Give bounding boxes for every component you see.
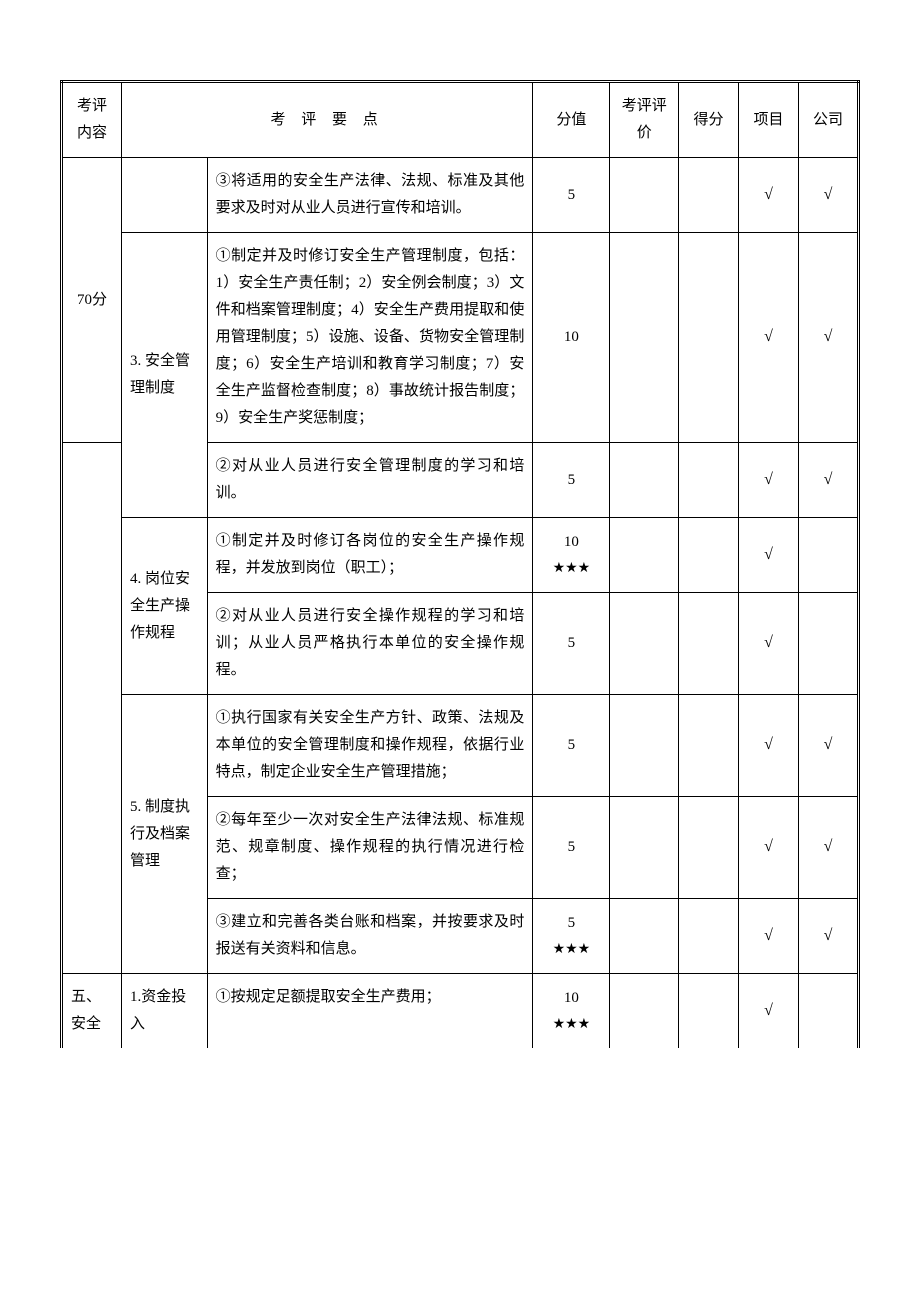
table-row: 5. 制度执行及档案管理 ①执行国家有关安全生产方针、政策、法规及本单位的安全管…	[62, 695, 859, 797]
point-text: ②对从业人员进行安全操作规程的学习和培训；从业人员严格执行本单位的安全操作规程。	[207, 593, 533, 695]
point-text: ①执行国家有关安全生产方针、政策、法规及本单位的安全管理制度和操作规程，依据行业…	[207, 695, 533, 797]
defen-cell	[679, 974, 739, 1049]
header-defen: 得分	[679, 82, 739, 158]
project-check: √	[738, 158, 798, 233]
point-text: ①制定并及时修订安全生产管理制度，包括：1）安全生产责任制；2）安全例会制度；3…	[207, 233, 533, 443]
defen-cell	[679, 899, 739, 974]
eval-cell	[610, 695, 679, 797]
header-content: 考评内容	[62, 82, 122, 158]
score-cell: 5	[533, 158, 610, 233]
sub-label: 5. 制度执行及档案管理	[121, 695, 207, 974]
project-check: √	[738, 695, 798, 797]
point-text: ③建立和完善各类台账和档案，并按要求及时报送有关资料和信息。	[207, 899, 533, 974]
section-label-line2: 安全	[71, 1011, 113, 1038]
section-spacer	[62, 443, 122, 974]
header-row: 考评内容 考 评 要 点 分值 考评评价 得分 项目 公司	[62, 82, 859, 158]
header-eval: 考评评价	[610, 82, 679, 158]
score-value: 10	[541, 985, 601, 1012]
project-check: √	[738, 797, 798, 899]
defen-cell	[679, 443, 739, 518]
score-cell: 10 ★★★	[533, 974, 610, 1049]
company-cell	[798, 974, 858, 1049]
table-row: 4. 岗位安全生产操作规程 ①制定并及时修订各岗位的安全生产操作规程，并发放到岗…	[62, 518, 859, 593]
company-check: √	[798, 797, 858, 899]
eval-cell	[610, 593, 679, 695]
defen-cell	[679, 518, 739, 593]
eval-cell	[610, 899, 679, 974]
score-cell: 5 ★★★	[533, 899, 610, 974]
company-check: √	[798, 443, 858, 518]
company-cell	[798, 518, 858, 593]
defen-cell	[679, 797, 739, 899]
project-check: √	[738, 233, 798, 443]
project-check: √	[738, 518, 798, 593]
company-check: √	[798, 158, 858, 233]
defen-cell	[679, 233, 739, 443]
header-score: 分值	[533, 82, 610, 158]
company-cell	[798, 593, 858, 695]
score-cell: 10	[533, 233, 610, 443]
sub-label: 1.资金投入	[121, 974, 207, 1049]
score-cell: 5	[533, 443, 610, 518]
point-text: ③将适用的安全生产法律、法规、标准及其他要求及时对从业人员进行宣传和培训。	[207, 158, 533, 233]
header-points: 考 评 要 点	[121, 82, 532, 158]
project-check: √	[738, 974, 798, 1049]
sub-label: 3. 安全管理制度	[121, 233, 207, 518]
point-text: ②每年至少一次对安全生产法律法规、标准规范、规章制度、操作规程的执行情况进行检查…	[207, 797, 533, 899]
evaluation-table: 考评内容 考 评 要 点 分值 考评评价 得分 项目 公司 70分 ③将适用的安…	[60, 80, 860, 1048]
section-label-line1: 五、	[71, 984, 113, 1011]
score-value: 5	[541, 910, 601, 937]
table-row: 3. 安全管理制度 ①制定并及时修订安全生产管理制度，包括：1）安全生产责任制；…	[62, 233, 859, 443]
eval-cell	[610, 443, 679, 518]
star-icon: ★★★	[541, 1012, 601, 1037]
eval-cell	[610, 797, 679, 899]
sub-label: 4. 岗位安全生产操作规程	[121, 518, 207, 695]
company-check: √	[798, 695, 858, 797]
score-cell: 5	[533, 797, 610, 899]
defen-cell	[679, 158, 739, 233]
point-text: ②对从业人员进行安全管理制度的学习和培训。	[207, 443, 533, 518]
company-check: √	[798, 899, 858, 974]
score-cell: 5	[533, 695, 610, 797]
point-text: ①制定并及时修订各岗位的安全生产操作规程，并发放到岗位（职工）；	[207, 518, 533, 593]
defen-cell	[679, 695, 739, 797]
project-check: √	[738, 899, 798, 974]
score-cell: 10 ★★★	[533, 518, 610, 593]
header-company: 公司	[798, 82, 858, 158]
defen-cell	[679, 593, 739, 695]
section-label: 70分	[62, 158, 122, 443]
project-check: √	[738, 443, 798, 518]
header-project: 项目	[738, 82, 798, 158]
eval-cell	[610, 974, 679, 1049]
section-label: 五、 安全	[62, 974, 122, 1049]
eval-cell	[610, 518, 679, 593]
point-text: ①按规定足额提取安全生产费用；	[207, 974, 533, 1049]
score-cell: 5	[533, 593, 610, 695]
score-value: 10	[541, 529, 601, 556]
sub-empty	[121, 158, 207, 233]
star-icon: ★★★	[541, 937, 601, 962]
company-check: √	[798, 233, 858, 443]
table-row: 五、 安全 1.资金投入 ①按规定足额提取安全生产费用； 10 ★★★ √	[62, 974, 859, 1049]
table-row: 70分 ③将适用的安全生产法律、法规、标准及其他要求及时对从业人员进行宣传和培训…	[62, 158, 859, 233]
eval-cell	[610, 233, 679, 443]
project-check: √	[738, 593, 798, 695]
eval-cell	[610, 158, 679, 233]
star-icon: ★★★	[541, 556, 601, 581]
